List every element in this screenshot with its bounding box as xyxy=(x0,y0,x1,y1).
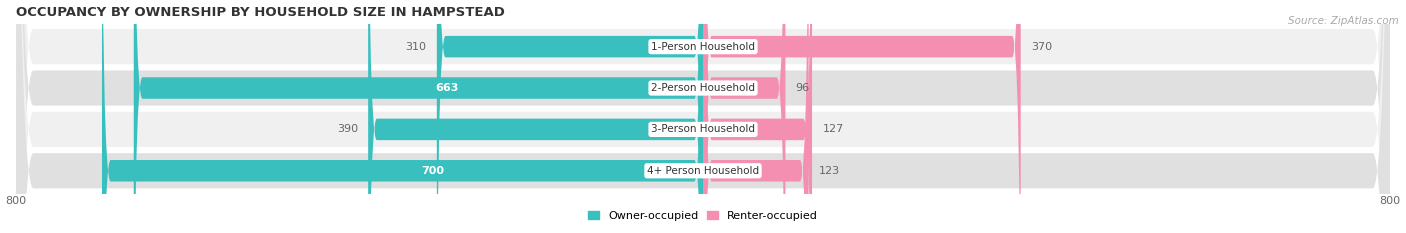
FancyBboxPatch shape xyxy=(15,0,1391,233)
FancyBboxPatch shape xyxy=(15,0,1391,233)
Text: 1-Person Household: 1-Person Household xyxy=(651,42,755,52)
Legend: Owner-occupied, Renter-occupied: Owner-occupied, Renter-occupied xyxy=(583,206,823,225)
FancyBboxPatch shape xyxy=(15,0,1391,233)
Text: 127: 127 xyxy=(823,124,844,134)
Text: 700: 700 xyxy=(420,166,444,176)
Text: 663: 663 xyxy=(434,83,458,93)
Text: 4+ Person Household: 4+ Person Household xyxy=(647,166,759,176)
Text: 3-Person Household: 3-Person Household xyxy=(651,124,755,134)
Text: Source: ZipAtlas.com: Source: ZipAtlas.com xyxy=(1288,16,1399,26)
Text: OCCUPANCY BY OWNERSHIP BY HOUSEHOLD SIZE IN HAMPSTEAD: OCCUPANCY BY OWNERSHIP BY HOUSEHOLD SIZE… xyxy=(15,6,505,19)
FancyBboxPatch shape xyxy=(703,0,786,233)
Text: 310: 310 xyxy=(405,42,426,52)
Text: 2-Person Household: 2-Person Household xyxy=(651,83,755,93)
Text: 123: 123 xyxy=(818,166,839,176)
FancyBboxPatch shape xyxy=(134,0,703,233)
Text: 390: 390 xyxy=(336,124,359,134)
FancyBboxPatch shape xyxy=(368,0,703,233)
FancyBboxPatch shape xyxy=(15,0,1391,233)
FancyBboxPatch shape xyxy=(703,0,813,233)
Text: 370: 370 xyxy=(1031,42,1052,52)
Text: 96: 96 xyxy=(796,83,810,93)
FancyBboxPatch shape xyxy=(703,0,808,233)
FancyBboxPatch shape xyxy=(437,0,703,233)
FancyBboxPatch shape xyxy=(103,0,703,233)
FancyBboxPatch shape xyxy=(703,0,1021,233)
